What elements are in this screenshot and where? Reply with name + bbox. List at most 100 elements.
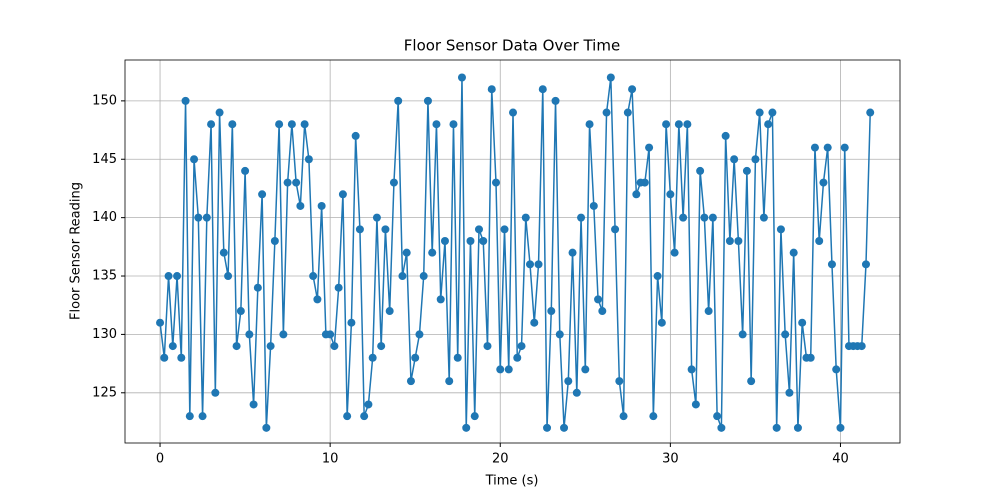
data-point [585,120,594,129]
data-point [389,178,398,187]
data-point [164,272,173,281]
data-point [219,248,228,257]
data-point [679,213,688,222]
data-point [810,143,819,152]
data-point [717,423,726,432]
data-point [232,342,241,351]
x-tick-label: 30 [662,452,679,467]
data-point [836,423,845,432]
data-point [768,108,777,117]
data-point [270,236,279,245]
data-point [190,155,199,164]
y-tick-label: 145 [92,152,117,167]
data-point [177,353,186,362]
data-point [275,120,284,129]
data-point [683,120,692,129]
data-point [666,190,675,199]
data-point [691,400,700,409]
data-point [428,248,437,257]
data-point [738,330,747,339]
data-point [194,213,203,222]
data-point [330,342,339,351]
data-point [241,166,250,175]
data-point [211,388,220,397]
data-point [347,318,356,327]
data-point [283,178,292,187]
data-point [781,330,790,339]
data-point [313,295,322,304]
data-point [168,342,177,351]
data-point [470,412,479,421]
data-point [296,201,305,210]
data-point [253,283,262,292]
data-point [224,272,233,281]
data-point [487,85,496,94]
data-point [819,178,828,187]
data-point [292,178,301,187]
data-point [653,272,662,281]
data-point [351,131,360,140]
y-tick-label: 130 [92,327,117,342]
data-point [534,260,543,269]
data-point [466,236,475,245]
data-point [602,108,611,117]
data-point [543,423,552,432]
data-point [700,213,709,222]
data-point [355,225,364,234]
data-point [415,330,424,339]
data-point [687,365,696,374]
data-point [577,213,586,222]
data-point [815,236,824,245]
data-point [857,342,866,351]
data-point [840,143,849,152]
data-point [623,108,632,117]
data-point [657,318,666,327]
data-point [504,365,513,374]
data-point [500,225,509,234]
data-point [798,318,807,327]
data-point [160,353,169,362]
y-tick-label: 140 [92,210,117,225]
data-point [628,85,637,94]
data-point [445,377,454,386]
data-point [419,272,428,281]
plot-frame [124,59,901,444]
data-point [326,330,335,339]
data-point [560,423,569,432]
data-point [832,365,841,374]
data-point [674,120,683,129]
data-point [606,73,615,82]
data-point [304,155,313,164]
data-point [734,236,743,245]
data-point [538,85,547,94]
y-axis-label: Floor Sensor Reading [69,182,84,320]
data-point [411,353,420,362]
data-point [708,213,717,222]
data-point [483,342,492,351]
data-point [228,120,237,129]
data-point [730,155,739,164]
y-tick-label: 125 [92,385,117,400]
data-point [742,166,751,175]
data-point [258,190,267,199]
data-point [598,307,607,316]
data-point [789,248,798,257]
data-point [462,423,471,432]
data-point [755,108,764,117]
data-point [249,400,258,409]
data-point [202,213,211,222]
data-point [474,225,483,234]
data-point [551,96,560,105]
data-point [381,225,390,234]
data-point [181,96,190,105]
data-point [266,342,275,351]
data-point [555,330,564,339]
data-point [568,248,577,257]
data-point [449,120,458,129]
data-point [509,108,518,117]
data-point [713,412,722,421]
data-point [589,201,598,210]
x-tick-label: 0 [156,452,164,467]
data-point [453,353,462,362]
